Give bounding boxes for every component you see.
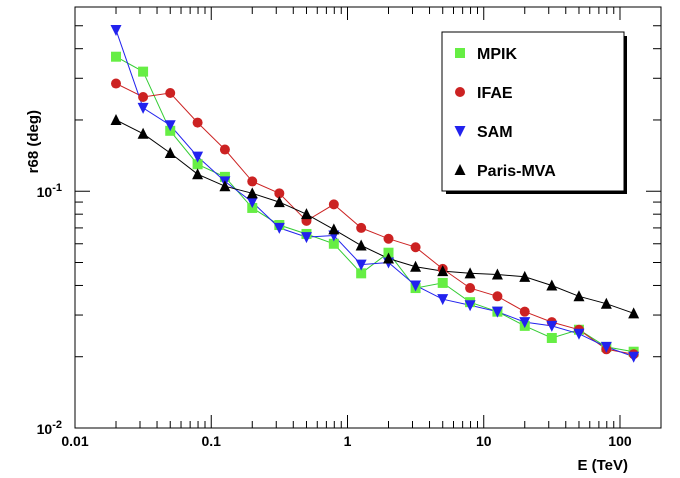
data-point-paris-mva	[300, 208, 312, 220]
legend-label-paris-mva: Paris-MVA	[477, 163, 556, 180]
legend-label-mpik: MPIK	[477, 46, 517, 63]
data-point-ifae	[328, 199, 339, 210]
x-tick-label: 100	[608, 433, 632, 449]
data-point-sam	[546, 320, 558, 332]
data-point-paris-mva	[628, 307, 640, 319]
data-point-ifae	[247, 176, 258, 187]
data-point-paris-mva	[437, 265, 449, 277]
legend-marker-sam	[454, 126, 466, 137]
data-point-paris-mva	[273, 196, 285, 208]
data-point-sam	[273, 222, 285, 234]
data-point-sam	[573, 328, 585, 340]
y-tick-label: 10-2	[37, 419, 62, 437]
data-point-ifae	[519, 306, 530, 317]
legend-shadow-bottom	[446, 191, 627, 194]
data-point-sam	[437, 294, 449, 306]
data-point-sam	[164, 120, 176, 132]
series-markers	[110, 24, 640, 363]
data-point-ifae	[356, 222, 367, 233]
x-tick-label: 0.01	[61, 433, 88, 449]
y-tick-label-exponent: -1	[52, 182, 62, 194]
data-point-paris-mva	[546, 279, 558, 291]
data-point-paris-mva	[464, 267, 476, 279]
y-tick-label: 10-1	[37, 182, 62, 200]
data-point-ifae	[465, 283, 476, 294]
x-axis-title: E (TeV)	[577, 457, 628, 474]
data-point-paris-mva	[110, 113, 122, 125]
data-point-ifae	[274, 188, 285, 199]
data-point-ifae	[410, 242, 421, 253]
y-tick-labels: 10-210-1	[37, 182, 62, 437]
series-line-paris-mva	[115, 119, 634, 314]
data-point-paris-mva	[164, 147, 176, 159]
data-point-ifae	[165, 87, 176, 98]
data-point-paris-mva	[491, 268, 503, 280]
data-point-ifae	[219, 144, 230, 155]
data-point-sam	[600, 341, 612, 353]
data-point-sam	[628, 351, 640, 363]
data-point-paris-mva	[137, 127, 149, 139]
data-point-sam	[137, 102, 149, 114]
axis-ticks	[74, 7, 662, 429]
data-point-sam	[464, 300, 476, 312]
data-point-mpik	[546, 332, 557, 343]
y-tick-label-base: 10	[37, 421, 53, 437]
data-point-mpik	[138, 66, 149, 77]
data-point-mpik	[437, 277, 448, 288]
data-point-sam	[300, 232, 312, 244]
x-tick-labels: 0.01 0.1 1 10 100	[61, 433, 632, 449]
y-tick-label-base: 10	[37, 184, 53, 200]
data-point-sam	[410, 280, 422, 292]
data-point-paris-mva	[328, 223, 340, 235]
data-point-paris-mva	[355, 239, 367, 251]
data-point-sam	[192, 151, 204, 163]
data-point-paris-mva	[219, 180, 231, 192]
legend-marker-ifae	[455, 87, 465, 97]
data-point-mpik	[192, 159, 203, 170]
data-point-sam	[491, 306, 503, 318]
y-tick-label-exponent: -2	[52, 419, 62, 431]
data-point-paris-mva	[600, 297, 612, 309]
data-point-sam	[355, 259, 367, 271]
legend: MPIK IFAE SAM Paris-MVA	[441, 31, 627, 194]
legend-marker-paris-mva	[454, 164, 466, 175]
data-point-mpik	[328, 238, 339, 249]
data-point-sam	[246, 197, 258, 209]
legend-label-ifae: IFAE	[477, 85, 513, 102]
data-point-paris-mva	[383, 252, 395, 264]
x-tick-label: 0.1	[202, 433, 222, 449]
y-axis-title: r68 (deg)	[25, 110, 42, 173]
data-point-mpik	[356, 268, 367, 279]
legend-shadow-right	[624, 36, 627, 194]
data-point-ifae	[192, 117, 203, 128]
legend-box	[441, 31, 625, 192]
data-point-paris-mva	[410, 260, 422, 272]
data-point-paris-mva	[519, 270, 531, 282]
data-point-ifae	[111, 78, 122, 89]
legend-marker-mpik	[455, 48, 465, 58]
data-point-sam	[110, 24, 122, 36]
data-point-ifae	[383, 233, 394, 244]
data-point-mpik	[111, 51, 122, 62]
data-point-ifae	[138, 92, 149, 103]
x-tick-label: 1	[344, 433, 352, 449]
data-point-sam	[519, 317, 531, 329]
x-tick-label: 10	[476, 433, 492, 449]
data-point-paris-mva	[246, 187, 258, 199]
legend-label-sam: SAM	[477, 124, 513, 141]
data-point-paris-mva	[573, 290, 585, 302]
plot-frame	[74, 6, 662, 429]
data-point-paris-mva	[192, 168, 204, 180]
data-point-ifae	[492, 291, 503, 302]
